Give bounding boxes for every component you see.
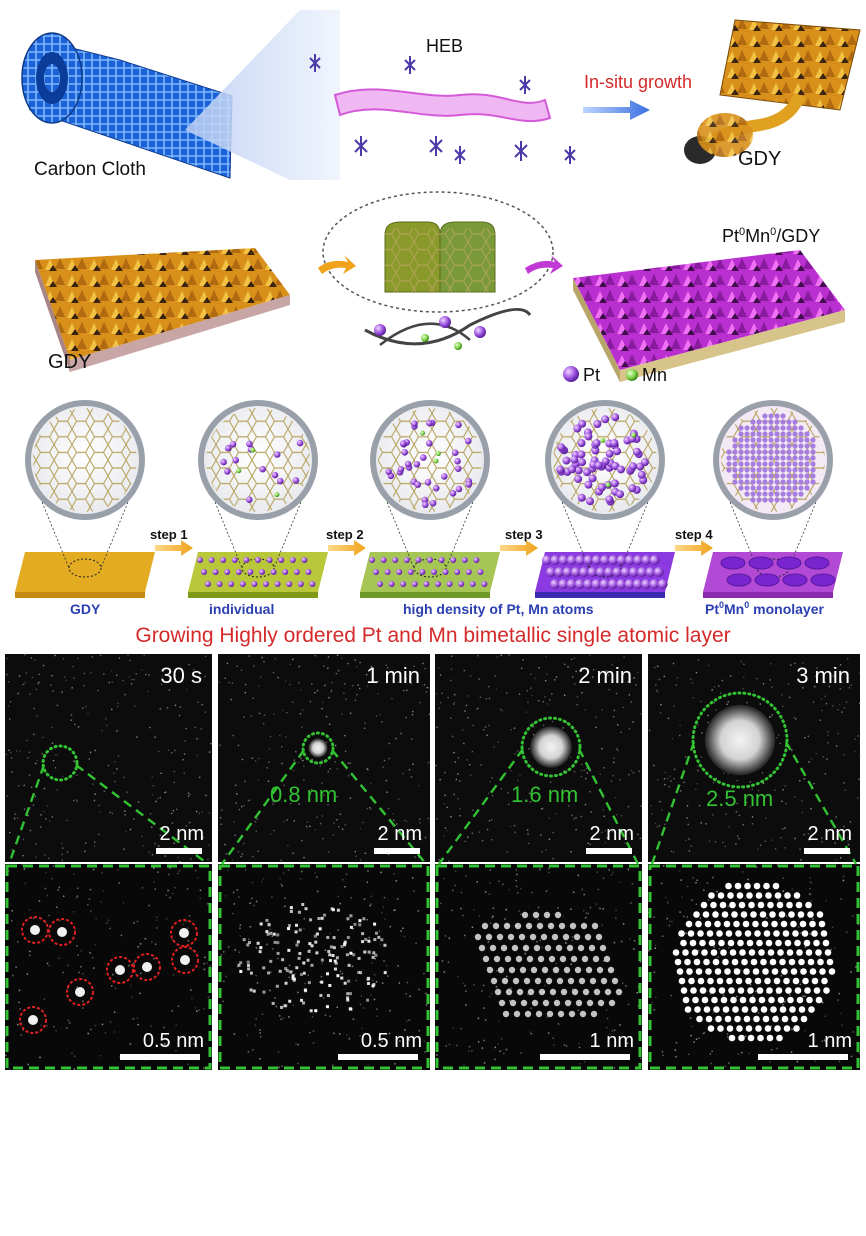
- zoom-frame: [648, 864, 860, 1070]
- scale-label: 2 nm: [378, 823, 422, 845]
- carbon-cloth-illustration: [21, 32, 233, 179]
- scale-bar: [120, 1054, 200, 1060]
- stem-image-grid: 30 s 2 nm 0.5 nm 1 min 0.8 nm 2 nm 0.5 nm 2 min…: [5, 654, 862, 1072]
- step-stage-5: [703, 400, 843, 598]
- step-4-label: step 4: [675, 527, 713, 542]
- stem-overview-panel: [5, 654, 212, 862]
- step-stage-4: [535, 400, 713, 598]
- zoom-frame: [218, 864, 430, 1070]
- insitu-label: In-situ growth: [584, 72, 692, 92]
- atom-highlight-circle: [133, 953, 161, 981]
- scale-bar: [804, 848, 850, 854]
- time-label: 30 s: [160, 663, 202, 688]
- mid-arrow-left: [318, 255, 356, 274]
- step-1-label: step 1: [150, 527, 188, 542]
- atom-highlight-circle: [21, 916, 49, 944]
- steps-sequence: [15, 400, 843, 598]
- zoom-cone: [185, 10, 340, 180]
- particle-highlight-circle: [301, 731, 335, 765]
- stem-zoom-panel: [648, 864, 860, 1070]
- pt-legend-marker: [563, 366, 579, 382]
- ptmn-gdy-surface: [573, 250, 845, 382]
- carbon-cloth-label: Carbon Cloth: [34, 159, 146, 180]
- atom-highlight-circle: [48, 918, 76, 946]
- stem-column-4: 3 min 2.5 nm 2 nm 1 nm: [648, 654, 862, 1071]
- particle-spot: [308, 738, 328, 758]
- atom-highlight-circle: [66, 978, 94, 1006]
- stem-zoom-panel: [218, 864, 430, 1070]
- mid-gdy-label: GDY: [48, 351, 91, 373]
- stage-slab: [15, 552, 155, 592]
- particle-highlight-circle: [520, 716, 582, 778]
- step-stage-3: [360, 400, 538, 598]
- time-label: 2 min: [578, 663, 632, 688]
- magnified-interface: [322, 191, 554, 350]
- stem-column-1: 30 s 2 nm 0.5 nm: [5, 654, 212, 1072]
- scale-bar: [374, 848, 420, 854]
- legend: Pt Mn: [563, 365, 667, 385]
- scale-label: 1 nm: [590, 1030, 634, 1052]
- step-arrow: [500, 540, 538, 556]
- atom-highlight-circle: [170, 919, 198, 947]
- caption-individual: individual: [209, 601, 274, 617]
- particle-highlight-circle: [691, 691, 789, 789]
- mn-legend-marker: [626, 369, 638, 381]
- scale-label: 2 nm: [808, 823, 852, 845]
- particle-spot: [530, 726, 572, 768]
- zoom-frame: [435, 864, 642, 1070]
- stem-zoom-panel: [435, 864, 642, 1070]
- time-label: 1 min: [366, 663, 420, 688]
- scale-bar: [338, 1054, 418, 1060]
- scale-bar: [586, 848, 632, 854]
- pt-legend-label: Pt: [583, 365, 600, 385]
- ptmn-gdy-label: Pt0Mn0/GDY: [722, 226, 820, 246]
- mid-arrow-right: [525, 255, 563, 274]
- insitu-arrow: [583, 100, 650, 120]
- step-arrow: [675, 540, 713, 556]
- particle-size-label: 0.8 nm: [270, 782, 337, 807]
- step-stage-2: [188, 400, 366, 598]
- step-2-label: step 2: [326, 527, 364, 542]
- gdy-cloth-illustration: [684, 19, 861, 164]
- step-stage-1: [15, 400, 193, 598]
- scale-label: 0.5 nm: [361, 1030, 422, 1052]
- step-arrow: [155, 540, 193, 556]
- caption-high-density: high density of Pt, Mn atoms: [403, 601, 594, 617]
- atom-highlight-circle: [106, 956, 134, 984]
- heb-illustration: [309, 54, 576, 164]
- top-gdy-label: GDY: [738, 148, 781, 170]
- mn-legend-label: Mn: [642, 365, 667, 385]
- particle-spot: [704, 704, 776, 776]
- atom-highlight-circle: [19, 1006, 47, 1034]
- step-arrow: [328, 540, 366, 556]
- particle-highlight-circle: [41, 744, 79, 782]
- time-label: 3 min: [796, 663, 850, 688]
- stem-column-3: 2 min 1.6 nm 2 nm 1 nm: [435, 654, 644, 1071]
- stem-overview-panel: [218, 654, 430, 862]
- stem-zoom-panel: [5, 864, 212, 1070]
- scale-label: 0.5 nm: [143, 1030, 204, 1052]
- caption-monolayer: Pt0Mn0 monolayer: [705, 600, 824, 617]
- scale-label: 1 nm: [808, 1030, 852, 1052]
- atom-highlight-circle: [171, 946, 199, 974]
- particle-size-label: 2.5 nm: [706, 786, 773, 811]
- scale-bar: [540, 1054, 630, 1060]
- gdy-surface: [35, 248, 290, 372]
- heb-label: HEB: [426, 36, 463, 56]
- zoom-frame: [5, 864, 212, 1070]
- scale-label: 2 nm: [160, 823, 204, 845]
- particle-size-label: 1.6 nm: [511, 782, 578, 807]
- caption-gdy: GDY: [70, 601, 101, 617]
- stem-column-2: 1 min 0.8 nm 2 nm 0.5 nm: [218, 654, 431, 1070]
- step-3-label: step 3: [505, 527, 543, 542]
- headline: Growing Highly ordered Pt and Mn bimetal…: [135, 624, 730, 647]
- scale-label: 2 nm: [590, 823, 634, 845]
- scale-bar: [156, 848, 202, 854]
- scale-bar: [758, 1054, 848, 1060]
